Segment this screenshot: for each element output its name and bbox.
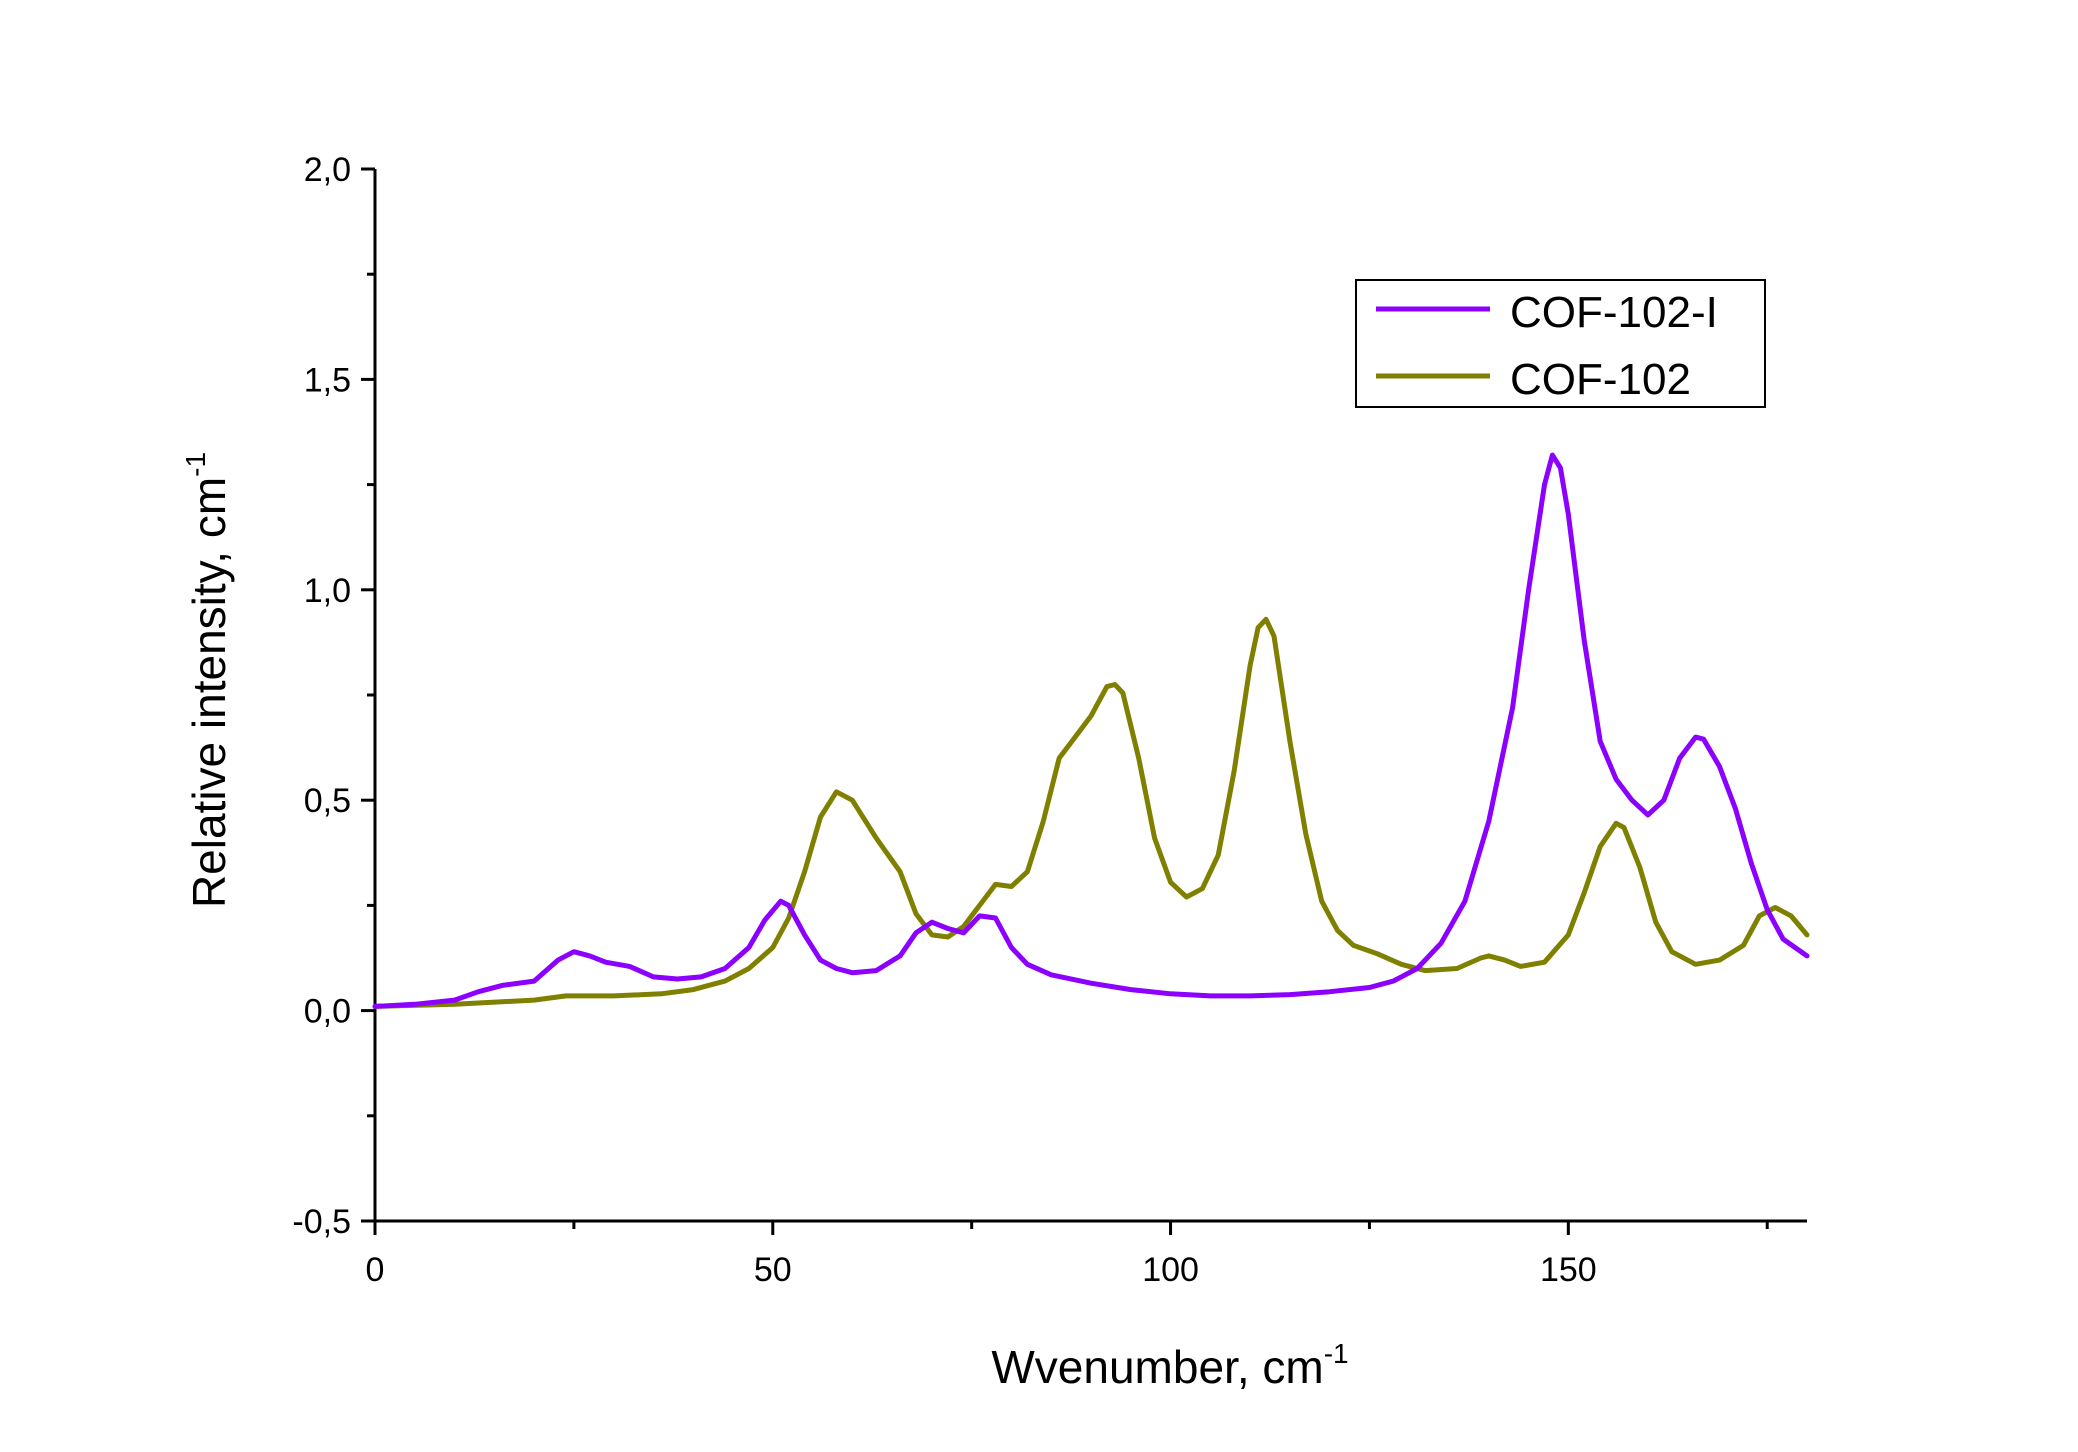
y-axis-title: Relative intensity, cm-1 xyxy=(180,452,235,908)
x-axis-ticks: 0 50 100 150 xyxy=(366,1221,1769,1289)
legend-label-cof-102: COF-102 xyxy=(1510,355,1691,404)
series-line-cof-102 xyxy=(372,616,1810,1009)
y-tick-label: -0,5 xyxy=(292,1203,351,1241)
legend-box xyxy=(1355,279,1766,408)
x-tick-label: 150 xyxy=(1540,1251,1597,1289)
y-axis-ticks: -0,5 0,0 0,5 1,0 1,5 2,0 xyxy=(292,151,375,1241)
legend-label-cof-102-i: COF-102-I xyxy=(1510,288,1718,337)
y-tick-label: 0,5 xyxy=(304,782,351,820)
x-axis-title: Wvenumber, cm-1 xyxy=(991,1338,1348,1393)
x-tick-label: 50 xyxy=(754,1251,792,1289)
y-tick-label: 2,0 xyxy=(304,151,351,189)
x-tick-label: 0 xyxy=(366,1251,385,1289)
y-tick-label: 1,0 xyxy=(304,572,351,610)
series-line-cof-102-i xyxy=(372,452,1810,1009)
series-layer xyxy=(372,452,1810,1009)
legend: COF-102-I COF-102 xyxy=(1355,279,1766,408)
y-tick-label: 1,5 xyxy=(304,361,351,399)
x-tick-label: 100 xyxy=(1142,1251,1199,1289)
y-tick-label: 0,0 xyxy=(304,993,351,1031)
